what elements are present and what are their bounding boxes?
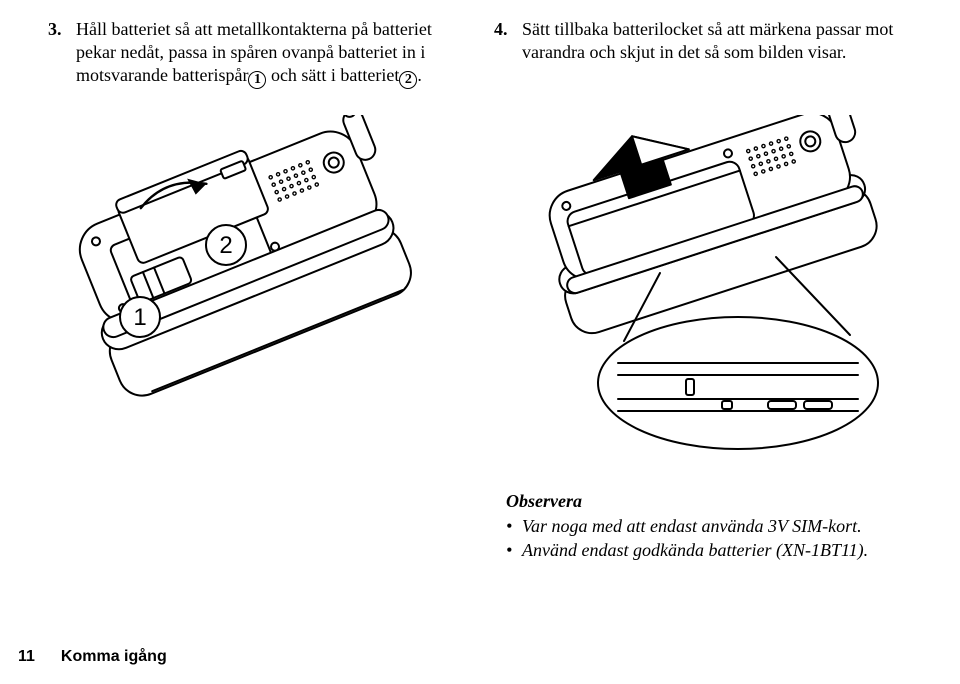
figure-step4 — [502, 115, 932, 455]
step-3: 3. Håll batteriet så att metallkontakter… — [48, 18, 466, 89]
figure1-label-2: 2 — [219, 232, 232, 259]
figure-step3: 1 2 — [48, 115, 478, 455]
note-block: Observera •Var noga med att endast använ… — [506, 490, 914, 562]
page-number: 11 — [18, 648, 35, 666]
step-3-number: 3. — [48, 18, 70, 89]
figure1-label-1: 1 — [133, 304, 146, 331]
step-4-text: Sätt tillbaka batterilocket så att märke… — [522, 18, 912, 64]
step-4-number: 4. — [494, 18, 516, 64]
note-item: •Använd endast godkända batterier (XN-1B… — [506, 539, 914, 562]
step-4: 4. Sätt tillbaka batterilocket så att mä… — [494, 18, 912, 64]
note-heading: Observera — [506, 490, 914, 513]
step-3-text: Håll batteriet så att metallkontakterna … — [76, 18, 466, 89]
section-title: Komma igång — [61, 648, 167, 666]
page-footer: 11 Komma igång — [18, 648, 167, 666]
circled-2: 2 — [399, 71, 417, 89]
circled-1: 1 — [248, 71, 266, 89]
note-item: •Var noga med att endast använda 3V SIM-… — [506, 515, 914, 538]
